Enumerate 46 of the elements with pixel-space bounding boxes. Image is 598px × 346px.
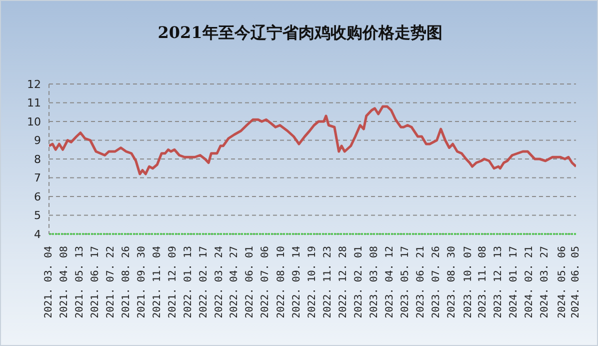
x-tick-label: 2021. 08. 26 (121, 246, 132, 318)
x-tick-label: 2023. 11. 08 (477, 246, 488, 318)
x-tick-label: 2023. 08. 30 (446, 246, 458, 318)
x-tick-label: 2021. 04. 08 (59, 246, 70, 318)
x-tick-label: 2024. 06. 05 (570, 246, 582, 318)
x-tick-label: 2022. 02. 17 (198, 246, 210, 318)
x-tick-label: 2022. 06. 01 (244, 246, 256, 318)
line-series (49, 105, 576, 176)
chart-title: 2021年至今辽宁省肉鸡收购价格走势图 (156, 23, 444, 44)
x-tick-label: 2022. 12. 28 (338, 246, 349, 318)
x-tick-label: 2021. 07. 22 (106, 246, 117, 318)
y-tick-label: 6 (34, 190, 41, 204)
x-tick-label: 2023. 06. 21 (415, 246, 426, 318)
x-tick-label: 2021. 11. 04 (152, 246, 164, 318)
x-tick-label: 2021. 09. 30 (136, 246, 148, 318)
x-tick-label: 2021. 06. 17 (90, 246, 102, 318)
x-tick-label: 2022. 11. 23 (322, 246, 334, 318)
x-tick-label: 2024. 02. 21 (524, 246, 535, 318)
x-tick-label: 2022. 01. 13 (183, 246, 194, 318)
x-tick-label: 2024. 05. 06 (557, 246, 568, 318)
x-tick-label: 2021. 05. 13 (74, 246, 86, 318)
x-tick-label: 2023. 04. 12 (384, 246, 396, 318)
y-tick-label: 4 (34, 228, 41, 241)
y-tick-label: 10 (27, 115, 41, 128)
x-tick-label: 2023. 05. 17 (400, 246, 411, 318)
y-tick-label: 9 (34, 134, 41, 148)
x-tick-label: 2022. 08. 10 (276, 246, 287, 318)
x-tick-label: 2021. 12. 09 (168, 246, 179, 318)
x-tick-label: 2023. 07. 26 (430, 246, 442, 318)
y-tick-label: 12 (27, 78, 41, 91)
x-tick-label: 2023. 02. 01 (353, 246, 364, 318)
x-tick-label: 2022. 07. 06 (260, 246, 272, 318)
x-tick-label: 2022. 03. 24 (214, 246, 226, 318)
x-tick-label: 2023. 03. 08 (368, 246, 380, 318)
y-tick-label: 11 (27, 96, 41, 110)
x-tick-label: 2022. 10. 19 (306, 246, 318, 318)
x-tick-label: 2024. 01. 17 (508, 246, 520, 318)
x-tick-label: 2021. 03. 04 (44, 246, 54, 318)
x-tick-label: 2023. 10. 07 (463, 246, 474, 318)
y-tick-label: 7 (34, 172, 41, 185)
x-tick-label: 2022. 04. 27 (229, 246, 240, 318)
y-tick-label: 5 (34, 209, 41, 222)
x-tick-label: 2023. 12. 13 (492, 246, 504, 318)
x-tick-label: 2022. 09. 14 (291, 246, 302, 318)
y-tick-label: 8 (34, 152, 41, 166)
x-tick-label: 2024. 03. 27 (539, 246, 550, 318)
